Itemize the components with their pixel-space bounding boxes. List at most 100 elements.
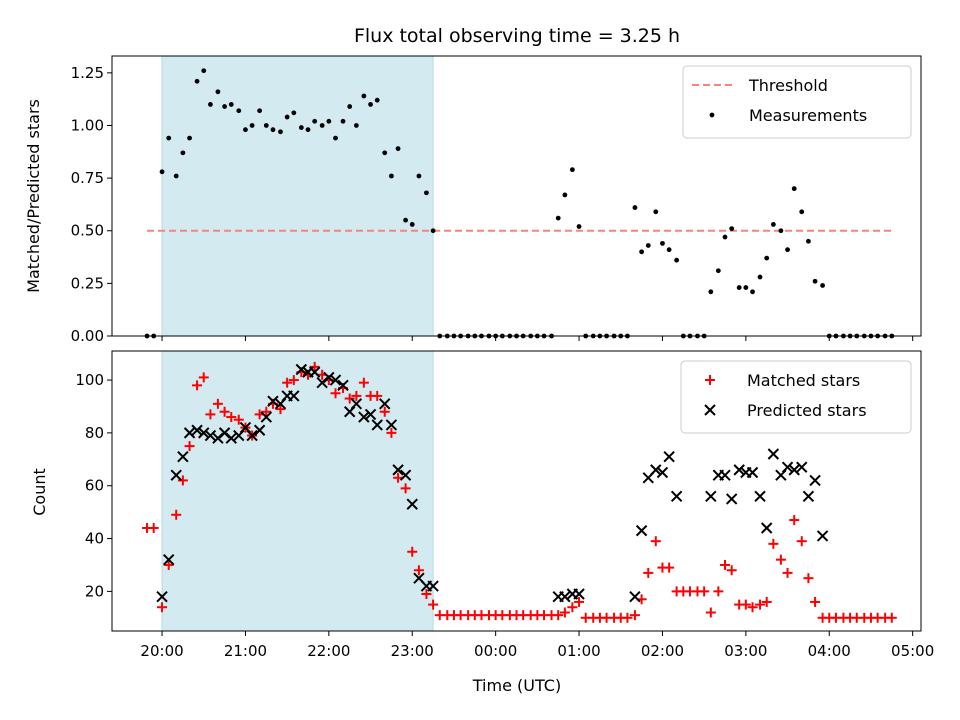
predicted-star-point <box>809 474 821 487</box>
x-tick-label: 05:00 <box>891 642 934 660</box>
measurement-point <box>666 247 672 253</box>
matched-star-point <box>421 589 432 600</box>
measurement-point <box>632 205 638 210</box>
x-stroke-b <box>288 390 300 402</box>
predicted-star-point <box>308 366 321 378</box>
predicted-star-point <box>170 469 182 481</box>
matched-star-point <box>574 596 585 607</box>
predicted-star-point <box>191 424 203 436</box>
matched-star-point <box>372 390 383 401</box>
matched-star-point <box>789 515 800 526</box>
measurement-point <box>576 224 582 229</box>
y-tick-label: 1.25 <box>71 64 104 82</box>
measurement-point <box>736 285 742 290</box>
axes-frame <box>111 350 922 632</box>
predicted-star-point <box>760 522 773 534</box>
x-stroke-b <box>650 464 662 476</box>
x-stroke-b <box>308 366 321 378</box>
y-tick-label: 100 <box>75 371 104 389</box>
x-stroke-b <box>295 363 308 376</box>
x-stroke-b <box>392 464 404 476</box>
x-stroke-b <box>629 590 641 603</box>
measurement-point <box>722 234 728 240</box>
matched-star-point <box>198 372 209 383</box>
measurement-point <box>194 78 200 84</box>
measurement-point <box>388 173 394 179</box>
predicted-star-point <box>788 464 800 476</box>
measurement-point <box>743 285 749 290</box>
x-stroke-b <box>364 408 377 421</box>
measurement-point <box>353 123 359 128</box>
measurement-point <box>674 257 680 263</box>
matched-star-point <box>726 565 737 576</box>
legend-label: Matched stars <box>747 371 860 390</box>
measurement-point <box>374 97 380 103</box>
measurement-point <box>757 274 763 280</box>
x-stroke-b <box>329 374 342 386</box>
x-stroke-b <box>663 450 675 463</box>
measurement-point <box>208 102 213 107</box>
predicted-star-point <box>816 530 829 542</box>
matched-star-point <box>740 599 751 610</box>
y-tick-label: 40 <box>85 530 104 548</box>
matched-star-point <box>567 602 578 613</box>
measurement-point <box>820 283 825 288</box>
predicted-star-point <box>204 429 217 442</box>
predicted-star-point <box>350 398 363 410</box>
predicted-star-point <box>670 490 683 502</box>
measurement-point <box>243 127 248 133</box>
predicted-star-point <box>329 374 342 386</box>
predicted-star-point <box>746 466 759 479</box>
matched-star-point <box>782 567 793 578</box>
predicted-star-point <box>559 590 571 603</box>
predicted-star-point <box>392 464 404 476</box>
x-stroke-b <box>246 429 258 442</box>
x-stroke-b <box>350 398 363 410</box>
measurement-point <box>785 247 790 253</box>
measurement-point <box>340 118 346 124</box>
x-tick-label: 22:00 <box>307 642 350 660</box>
predicted-star-point <box>629 590 641 603</box>
matched-star-point <box>157 602 168 613</box>
measurement-point <box>791 186 797 192</box>
x-stroke-b <box>183 427 196 439</box>
matched-star-point <box>386 427 397 438</box>
predicted-star-point <box>267 395 279 407</box>
matched-star-point <box>699 586 710 597</box>
measurement-point <box>403 217 408 223</box>
x-stroke-b <box>406 498 418 510</box>
x-stroke-b <box>337 379 349 392</box>
predicted-star-point <box>225 432 237 444</box>
predicted-star-point <box>705 490 717 502</box>
x-tick-label: 21:00 <box>224 642 267 660</box>
x-stroke-b <box>670 490 683 502</box>
y-tick-label: 0.00 <box>71 327 104 345</box>
x-stroke-b <box>267 395 279 407</box>
predicted-star-point <box>754 490 766 502</box>
legend-measurement-swatch <box>709 112 715 118</box>
matched-star-point <box>400 483 411 494</box>
measurement-point <box>645 243 651 248</box>
predicted-star-point <box>796 461 808 473</box>
legend-label: Measurements <box>749 106 867 125</box>
matched-star-point <box>413 565 424 576</box>
x-stroke-b <box>399 469 412 481</box>
x-stroke-b <box>385 419 398 431</box>
predicted-star-point <box>406 498 418 510</box>
predicted-star-point <box>573 588 585 600</box>
x-stroke-b <box>781 461 794 473</box>
matched-star-point <box>810 596 821 607</box>
measurement-point <box>263 123 269 128</box>
predicted-star-point <box>177 450 189 463</box>
measurement-point <box>159 169 165 175</box>
x-stroke-b <box>204 429 217 442</box>
measurement-point <box>228 102 234 107</box>
measurement-point <box>284 114 290 120</box>
predicted-star-point <box>802 490 815 502</box>
measurement-point <box>278 129 283 135</box>
measurement-point <box>764 255 770 261</box>
predicted-star-point <box>379 398 391 410</box>
matched-star-point <box>650 536 661 547</box>
measurement-point <box>312 118 318 124</box>
x-tick-label: 01:00 <box>557 642 600 660</box>
